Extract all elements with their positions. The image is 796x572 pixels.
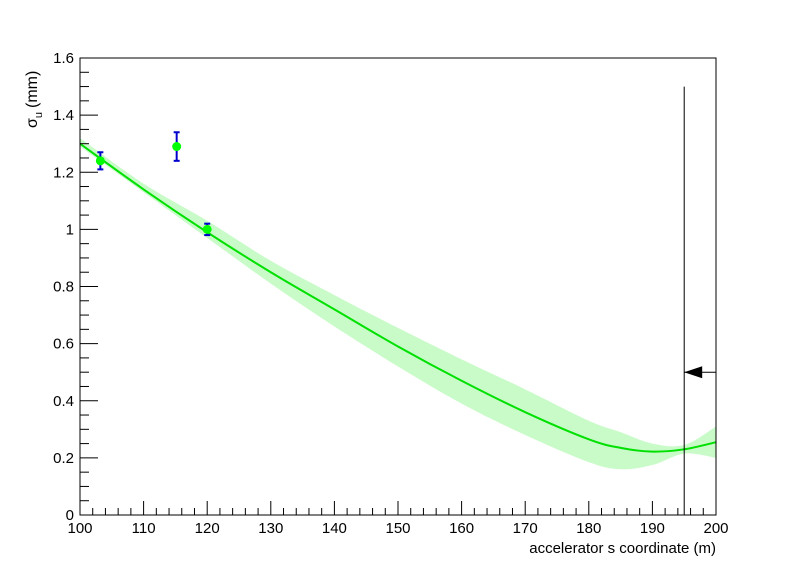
x-tick-label: 100 [67,520,92,537]
confidence-band [80,137,716,470]
x-tick-label: 130 [258,520,283,537]
y-axis-label-unit: (mm) [24,71,41,108]
y-tick-label: 1.4 [53,107,74,124]
y-axis-label: σu (mm) [24,71,45,128]
x-tick-label: 140 [322,520,347,537]
x-axis-label: accelerator s coordinate (m) [529,540,716,557]
y-tick-label: 0.6 [53,336,74,353]
y-tick-label: 0.2 [53,450,74,467]
y-axis-label-subscript: u [33,112,45,118]
x-tick-label: 120 [195,520,220,537]
marker-arrow-head [684,366,703,379]
x-tick-label: 200 [703,520,728,537]
y-tick-label: 0 [66,507,74,524]
y-tick-label: 1 [66,221,74,238]
x-tick-label: 170 [513,520,538,537]
x-tick-label: 190 [640,520,665,537]
y-tick-label: 0.8 [53,279,74,296]
data-point [95,156,105,166]
fit-curve [79,142,717,453]
y-tick-label: 1.6 [53,50,74,67]
y-tick-label: 0.4 [53,393,74,410]
x-axis-ticks: 100 110 120 130 140 150 160 170 180 190 200 [67,501,729,537]
x-tick-label: 150 [385,520,410,537]
data-points [95,131,212,237]
data-point [172,142,182,152]
y-axis-label-symbol: σ [24,118,41,128]
y-axis-ticks: 0 0.2 0.4 0.6 0.8 1 1.2 1.4 1.6 [53,50,98,524]
x-tick-label: 110 [132,520,156,537]
confidence-band-area [80,137,716,470]
marker [683,86,716,515]
data-point [202,224,212,234]
fit-curve-line [79,142,717,453]
x-tick-label: 180 [576,520,601,537]
x-tick-label: 160 [449,520,474,537]
y-tick-label: 1.2 [53,164,74,181]
